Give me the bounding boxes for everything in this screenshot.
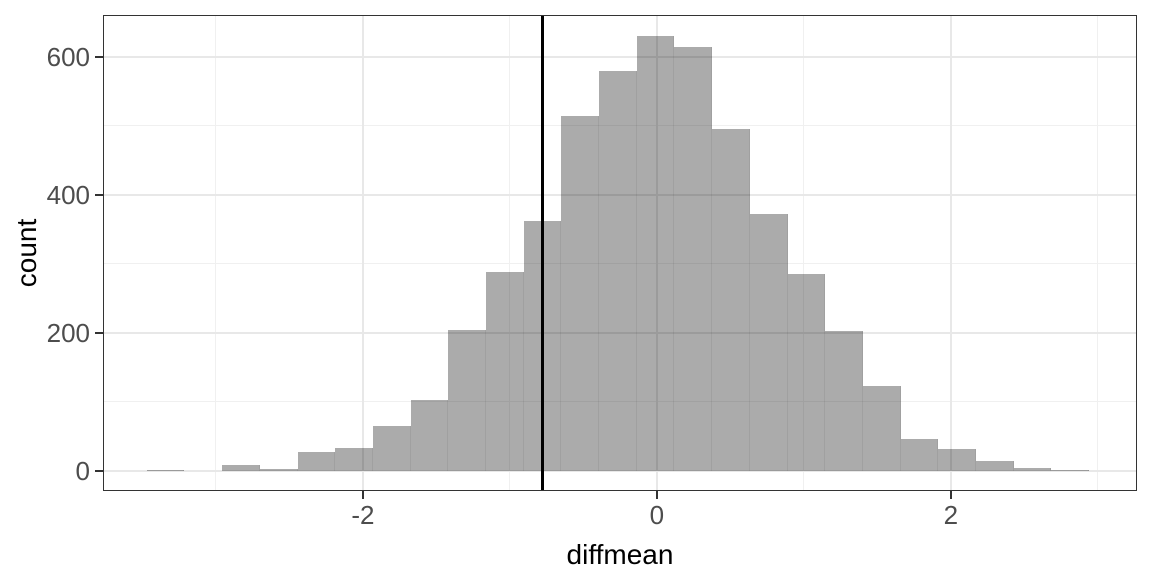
- histogram-bar: [410, 399, 449, 471]
- histogram-bar: [146, 469, 185, 471]
- histogram-bar: [976, 461, 1014, 471]
- plot-panel: [103, 14, 1137, 491]
- gridline-vertical-major: [949, 14, 952, 491]
- gridline-horizontal-minor: [103, 125, 1137, 127]
- gridline-vertical-minor: [1097, 14, 1099, 491]
- histogram-bar: [335, 447, 373, 471]
- x-axis-tick-label: 2: [943, 500, 959, 530]
- observed-diff-line: [540, 14, 544, 491]
- histogram-bar: [1051, 469, 1090, 471]
- histogram-bar: [448, 330, 487, 471]
- histogram-bar: [561, 115, 600, 471]
- gridline-vertical-major: [655, 14, 658, 491]
- y-axis-tick: [95, 470, 103, 472]
- histogram-bar: [222, 464, 260, 471]
- gridline-horizontal-minor: [103, 263, 1137, 265]
- histogram-bar: [900, 439, 939, 471]
- histogram-bar: [372, 426, 411, 471]
- gridline-vertical-minor: [803, 14, 805, 491]
- y-axis-tick-label: 200: [46, 317, 90, 348]
- y-axis-tick-label: 0: [75, 455, 90, 486]
- histogram-bar: [862, 386, 901, 471]
- gridline-horizontal-major: [103, 193, 1137, 196]
- x-axis-tick: [362, 490, 364, 499]
- histogram-bar: [259, 468, 298, 471]
- histogram-bar: [674, 46, 713, 471]
- y-axis-tick: [95, 56, 103, 58]
- histogram-bar: [1013, 467, 1052, 471]
- histogram-bar: [712, 129, 750, 471]
- gridline-horizontal-major: [103, 469, 1137, 472]
- histogram-bar: [486, 271, 524, 471]
- gridline-horizontal-major: [103, 56, 1137, 58]
- x-axis-title: diffmean: [566, 539, 674, 570]
- y-axis-title: count: [11, 218, 42, 287]
- x-axis-tick: [950, 490, 952, 499]
- x-axis-tick-label: 0: [649, 500, 665, 530]
- histogram-bar: [825, 330, 863, 471]
- histogram-bar: [938, 448, 976, 471]
- y-axis-tick-label: 400: [46, 179, 90, 210]
- histogram-bar: [787, 274, 826, 471]
- x-axis-tick: [656, 490, 658, 499]
- histogram-bar: [636, 36, 675, 471]
- gridline-vertical-major: [361, 14, 364, 491]
- y-axis-tick-label: 600: [46, 42, 90, 72]
- y-axis-tick: [95, 194, 103, 196]
- histogram-bar: [599, 70, 637, 471]
- gridline-vertical-minor: [509, 14, 511, 491]
- x-axis-tick-label: -2: [351, 500, 375, 530]
- gridline-horizontal-major: [103, 331, 1137, 334]
- y-axis-tick: [95, 332, 103, 334]
- histogram-bar: [749, 214, 788, 471]
- histogram-bar: [297, 451, 336, 471]
- gridline-horizontal-minor: [103, 401, 1137, 403]
- gridline-vertical-minor: [215, 14, 217, 491]
